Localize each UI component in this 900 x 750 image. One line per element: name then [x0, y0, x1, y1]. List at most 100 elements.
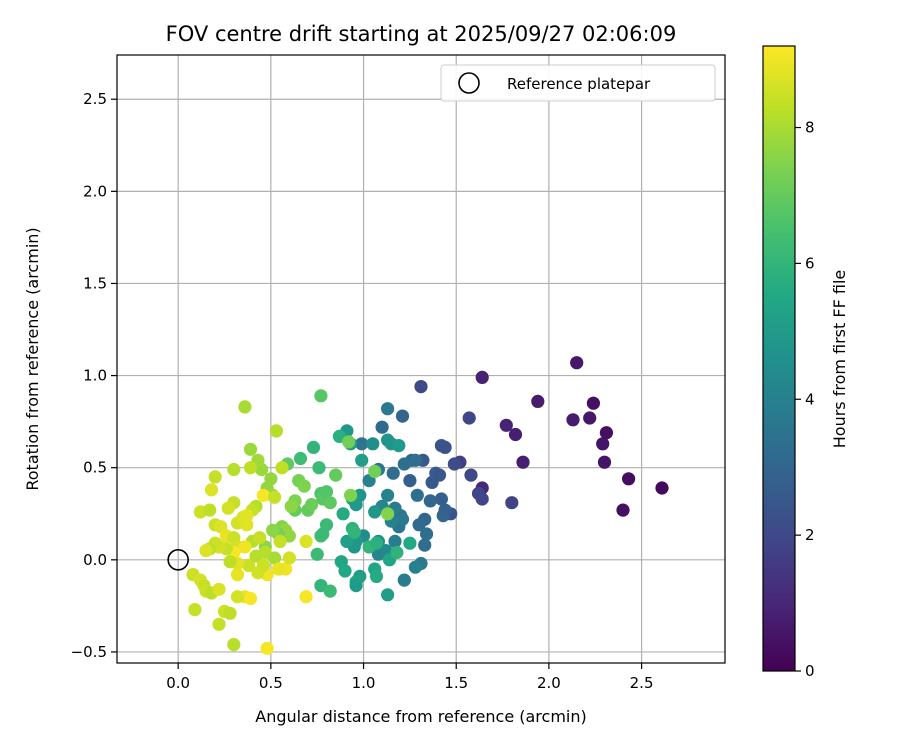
- legend-box: [440, 64, 716, 102]
- y-tick-label: 1.5: [83, 274, 107, 292]
- scatter-point: [253, 531, 267, 545]
- scatter-point: [306, 440, 321, 454]
- colorbar-label: Hours from first FF file: [830, 270, 849, 449]
- scatter-point: [243, 591, 258, 606]
- scatter-point: [408, 453, 422, 467]
- scatter-point: [329, 468, 343, 482]
- scatter-point: [204, 483, 219, 497]
- scatter-point: [381, 507, 395, 521]
- scatter-point: [655, 481, 669, 495]
- x-tick-label: 1.0: [352, 674, 376, 692]
- scatter-point: [275, 461, 289, 475]
- y-tick-label: 0.0: [83, 551, 107, 569]
- scatter-point: [397, 573, 411, 587]
- colorbar-tick-label: 8: [805, 119, 815, 137]
- scatter-point: [381, 488, 395, 502]
- colorbar-tick-label: 2: [805, 526, 815, 544]
- scatter-point: [471, 486, 486, 501]
- scatter-point: [412, 518, 426, 532]
- scatter-point: [381, 588, 395, 602]
- scatter-point: [268, 490, 282, 504]
- plot-area: [117, 55, 725, 663]
- scatter-point: [371, 547, 385, 561]
- y-tick-label: 0.5: [83, 459, 107, 477]
- legend-open-circle-icon: [458, 72, 480, 94]
- scatter-point: [616, 503, 630, 517]
- x-axis-ticks: 0.0 0.5 1.0 1.5 2.0 2.5: [166, 663, 654, 692]
- scatter-point: [408, 560, 422, 574]
- y-tick-label: 2.5: [83, 90, 107, 108]
- colorbar-tick-label: 6: [805, 254, 815, 272]
- scatter-point: [305, 498, 319, 512]
- scatter-point: [381, 402, 395, 416]
- scatter-point: [388, 534, 402, 549]
- x-tick-label: 2.0: [537, 674, 561, 692]
- scatter-point: [403, 474, 417, 488]
- scatter-point: [199, 544, 213, 558]
- scatter-point: [223, 555, 237, 569]
- scatter-point: [268, 551, 282, 565]
- scatter-point: [221, 501, 235, 515]
- data-points: [186, 356, 669, 655]
- scatter-point: [240, 508, 254, 523]
- scatter-point: [212, 582, 226, 596]
- scatter-point: [410, 488, 424, 502]
- scatter-point: [310, 547, 324, 561]
- x-tick-label: 0.5: [259, 674, 283, 692]
- y-tick-label: −0.5: [71, 643, 107, 661]
- colorbar-gradient: [762, 45, 796, 672]
- scatter-point: [347, 525, 361, 539]
- scatter-point: [230, 590, 245, 604]
- scatter-point: [323, 496, 337, 510]
- scatter-point: [223, 606, 237, 620]
- scatter-point: [414, 380, 428, 394]
- scatter-point: [516, 455, 530, 469]
- scatter-point: [434, 492, 448, 506]
- y-axis-label: Rotation from reference (arcmin): [23, 227, 42, 490]
- legend: Reference platepar: [440, 64, 716, 102]
- scatter-point: [323, 584, 337, 598]
- scatter-point: [299, 534, 313, 549]
- scatter-point: [355, 453, 369, 467]
- scatter-point: [368, 464, 382, 478]
- scatter-point: [420, 527, 434, 541]
- scatter-point: [319, 485, 334, 499]
- scatter-point: [403, 536, 417, 550]
- scatter-point: [314, 389, 328, 403]
- x-tick-label: 0.0: [166, 674, 190, 692]
- scatter-point: [597, 455, 612, 469]
- scatter-point: [583, 411, 597, 425]
- plot-frame: [116, 54, 726, 664]
- legend-label: Reference platepar: [507, 75, 651, 93]
- scatter-point: [418, 538, 432, 552]
- colorbar-tick-label: 4: [805, 390, 815, 408]
- scatter-point: [423, 494, 437, 508]
- scatter-point: [238, 400, 252, 414]
- scatter-point: [203, 503, 217, 517]
- scatter-point: [462, 411, 476, 425]
- scatter-point: [260, 641, 274, 655]
- scatter-point: [566, 413, 580, 427]
- scatter-point: [392, 439, 406, 453]
- y-tick-label: 1.0: [83, 367, 107, 385]
- scatter-point: [273, 534, 287, 549]
- scatter-point: [240, 518, 254, 532]
- colorbar-tick-label: 0: [805, 662, 815, 680]
- scatter-point: [299, 590, 313, 604]
- scatter-point: [596, 437, 610, 451]
- scatter-point: [447, 457, 461, 471]
- scatter-point: [338, 564, 352, 578]
- scatter-point: [342, 435, 356, 449]
- scatter-point: [297, 479, 311, 493]
- scatter-point: [269, 424, 283, 438]
- scatter-point: [586, 396, 601, 410]
- scatter-point: [282, 551, 296, 565]
- scatter-point: [212, 617, 226, 631]
- scatter-point: [312, 461, 326, 475]
- scatter-point: [570, 356, 584, 370]
- scatter-point: [227, 638, 241, 652]
- scatter-point: [256, 488, 270, 502]
- scatter-point: [243, 442, 258, 456]
- scatter-point: [438, 503, 452, 517]
- scatter-point: [375, 420, 389, 434]
